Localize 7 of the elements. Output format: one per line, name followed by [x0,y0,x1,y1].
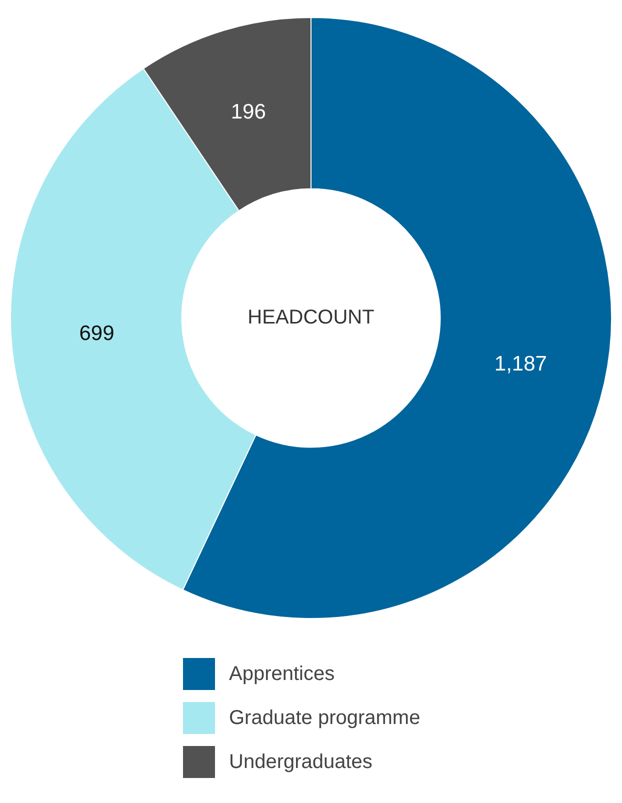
data-label: 196 [230,100,266,124]
text: HEADCOUNT [248,306,374,329]
legend-label: Apprentices [229,662,335,686]
data-label: 1,187 [494,352,547,376]
legend-label: Undergraduates [229,750,372,774]
legend-label: Graduate programme [229,706,420,730]
data-label: 699 [79,322,114,345]
